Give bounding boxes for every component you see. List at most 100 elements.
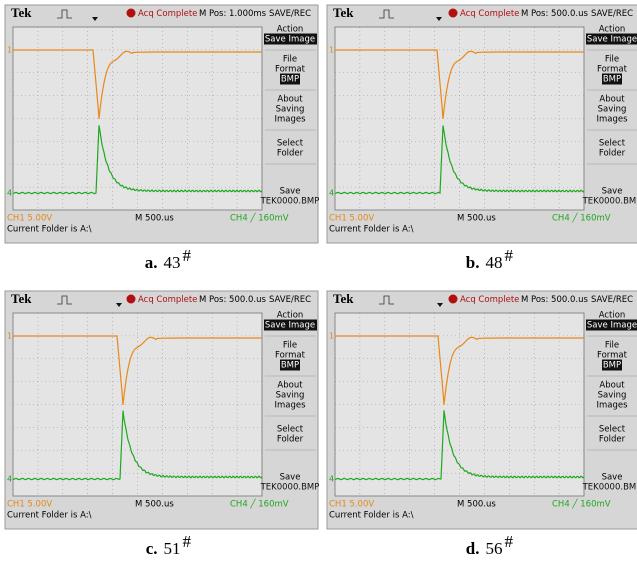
caption-mark: # <box>505 532 514 551</box>
caption: a. 43# <box>145 246 192 272</box>
acq-status: Acq Complete <box>460 9 519 19</box>
menu-value: TEK0000.BMP <box>260 197 320 207</box>
current-folder: Current Folder is A:\ <box>7 225 92 235</box>
current-folder: Current Folder is A:\ <box>329 225 414 235</box>
menu-label: Saving <box>276 391 305 401</box>
ch1-setting: CH1 5.00V <box>329 214 374 224</box>
menu-label: Action <box>277 311 304 321</box>
ch1-setting: CH1 5.00V <box>7 214 52 224</box>
brand: Tek <box>11 291 32 306</box>
menu-label: Images <box>596 115 628 125</box>
timebase: M 500.us <box>135 214 174 224</box>
m-pos: M Pos: 500.0.us <box>521 295 588 305</box>
menu-value: TEK0000.BMP <box>260 483 320 493</box>
ch4-setting: CH4 ╱ 160mV <box>230 213 289 224</box>
caption-letter: d. <box>466 539 480 558</box>
menu-label: Saving <box>276 105 305 115</box>
brand: Tek <box>333 291 354 306</box>
menu-label: File <box>605 341 619 351</box>
menu-label: Select <box>599 139 626 149</box>
menu-value: TEK0000.BMP <box>582 483 637 493</box>
status-dot <box>127 9 136 18</box>
menu-label: Format <box>275 65 306 75</box>
timebase: M 500.us <box>457 500 496 510</box>
caption-number: 56 <box>486 539 503 558</box>
menu-value: Save Image <box>265 321 315 331</box>
menu-label: Format <box>275 351 306 361</box>
caption-mark: # <box>183 532 192 551</box>
caption: b. 48# <box>466 246 514 272</box>
ch4-marker: 4 <box>329 189 334 198</box>
ch1-setting: CH1 5.00V <box>7 500 52 510</box>
menu-label: Folder <box>277 149 304 159</box>
caption-number: 51 <box>164 539 181 558</box>
timebase: M 500.us <box>457 214 496 224</box>
status-dot <box>449 9 458 18</box>
caption-number: 48 <box>486 253 503 272</box>
ch4-marker: 4 <box>7 475 12 484</box>
menu-label: About <box>277 381 303 391</box>
ch1-marker: 1 <box>7 46 12 55</box>
caption: c. 51# <box>146 532 192 558</box>
menu-label: Action <box>599 311 626 321</box>
menu-label: File <box>283 341 297 351</box>
menu-label: Save <box>602 187 623 197</box>
menu-value: BMP <box>281 75 299 85</box>
menu-label: Saving <box>598 391 627 401</box>
menu-value: TEK0000.BMP <box>582 197 637 207</box>
menu-label: Images <box>274 401 306 411</box>
ch4-marker: 4 <box>7 189 12 198</box>
caption-letter: a. <box>145 253 158 272</box>
menu-label: Select <box>599 425 626 435</box>
menu-label: Images <box>274 115 306 125</box>
menu-value: BMP <box>603 361 621 371</box>
ch4-setting: CH4 ╱ 160mV <box>552 499 611 510</box>
brand: Tek <box>333 5 354 20</box>
acq-status: Acq Complete <box>460 295 519 305</box>
ch4-setting: CH4 ╱ 160mV <box>552 213 611 224</box>
menu-value: BMP <box>603 75 621 85</box>
mode: SAVE/REC <box>269 9 311 19</box>
m-pos: M Pos: 500.0.us <box>521 9 588 19</box>
ch1-marker: 1 <box>329 332 334 341</box>
menu-label: Select <box>277 139 304 149</box>
status-dot <box>127 295 136 304</box>
menu-label: Action <box>277 25 304 35</box>
caption-letter: b. <box>466 253 480 272</box>
menu-value: Save Image <box>587 321 637 331</box>
caption-letter: c. <box>146 539 158 558</box>
ch1-marker: 1 <box>7 332 12 341</box>
menu-label: File <box>283 55 297 65</box>
menu-value: BMP <box>281 361 299 371</box>
caption-mark: # <box>183 246 192 265</box>
menu-label: Folder <box>599 149 626 159</box>
caption-mark: # <box>505 246 514 265</box>
menu-label: Save <box>280 187 301 197</box>
menu-value: Save Image <box>587 35 637 45</box>
acq-status: Acq Complete <box>138 295 197 305</box>
mode: SAVE/REC <box>269 295 311 305</box>
figure: TekAcq CompleteM Pos: 1.000msSAVE/REC14A… <box>0 0 637 568</box>
acq-status: Acq Complete <box>138 9 197 19</box>
menu-label: About <box>599 381 625 391</box>
status-dot <box>449 295 458 304</box>
caption-number: 43 <box>164 253 181 272</box>
current-folder: Current Folder is A:\ <box>7 511 92 521</box>
ch4-setting: CH4 ╱ 160mV <box>230 499 289 510</box>
caption: d. 56# <box>466 532 514 558</box>
menu-label: Format <box>597 351 628 361</box>
menu-label: About <box>599 95 625 105</box>
ch1-marker: 1 <box>329 46 334 55</box>
m-pos: M Pos: 1.000ms <box>199 9 267 19</box>
mode: SAVE/REC <box>591 295 633 305</box>
menu-label: Images <box>596 401 628 411</box>
brand: Tek <box>11 5 32 20</box>
menu-label: Folder <box>277 435 304 445</box>
ch4-marker: 4 <box>329 475 334 484</box>
menu-label: Save <box>280 473 301 483</box>
menu-label: File <box>605 55 619 65</box>
